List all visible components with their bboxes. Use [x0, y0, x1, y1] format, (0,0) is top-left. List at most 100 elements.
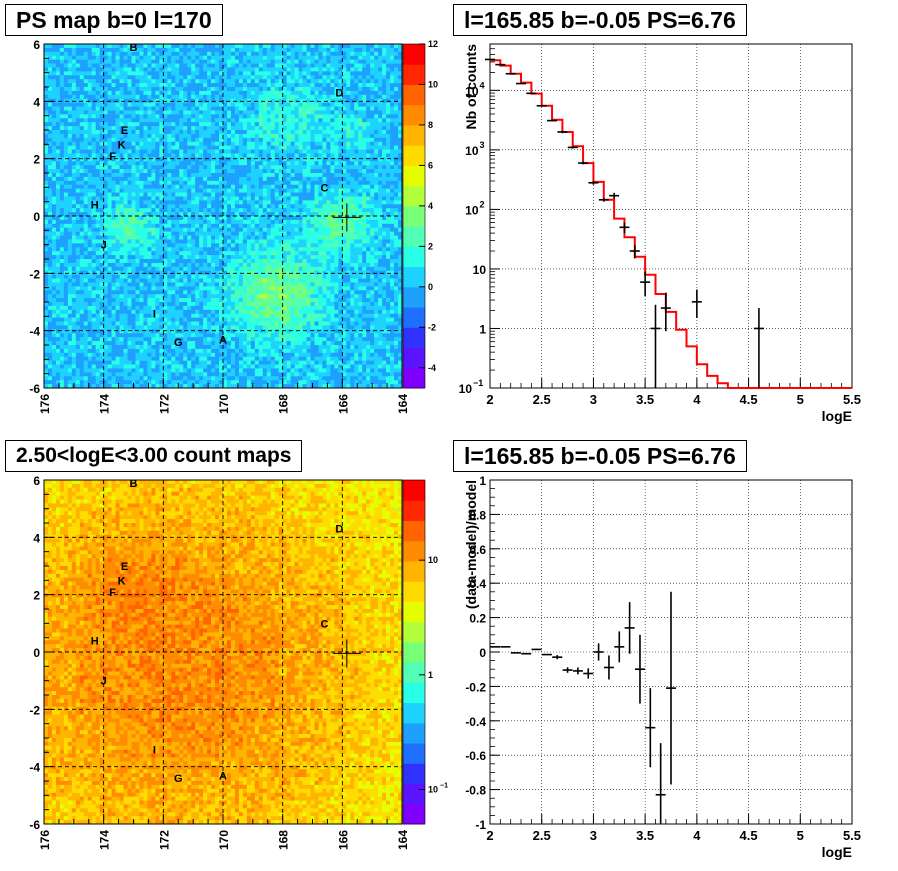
- heatmap-cell: [199, 243, 204, 248]
- heatmap-cell: [59, 337, 65, 342]
- heatmap-cell: [47, 360, 53, 365]
- heatmap-cell: [147, 90, 152, 96]
- heatmap-cell: [75, 145, 81, 150]
- heatmap-cell: [131, 219, 136, 225]
- heatmap-cell: [71, 126, 77, 131]
- heatmap-cell: [159, 180, 164, 186]
- heatmap-cell: [179, 169, 184, 174]
- heatmap-cell: [143, 126, 148, 131]
- heatmap-cell: [215, 231, 220, 236]
- heatmap-cell: [187, 75, 192, 80]
- heatmap-cell: [55, 313, 61, 318]
- heatmap-cell: [119, 305, 124, 311]
- heatmap-cell: [131, 184, 136, 189]
- heatmap-cell: [123, 372, 128, 377]
- heatmap-cell: [254, 239, 260, 244]
- heatmap-cell: [47, 364, 53, 369]
- heatmap-cell: [151, 298, 156, 303]
- heatmap-cell: [91, 173, 97, 178]
- heatmap-cell: [187, 180, 192, 186]
- heatmap-cell: [242, 79, 248, 84]
- heatmap-cell: [171, 79, 176, 84]
- heatmap-cell: [75, 106, 81, 111]
- heatmap-cell: [219, 216, 224, 221]
- heatmap-cell: [195, 216, 200, 221]
- heatmap-cell: [155, 360, 160, 365]
- heatmap-cell: [47, 106, 53, 111]
- heatmap-cell: [246, 313, 252, 318]
- heatmap-cell: [103, 83, 108, 88]
- heatmap-cell: [211, 192, 216, 197]
- heatmap-cell: [254, 71, 260, 76]
- heatmap-cell: [111, 274, 116, 279]
- heatmap-cell: [179, 114, 184, 119]
- heatmap-cell: [195, 294, 200, 299]
- heatmap-cell: [95, 63, 100, 68]
- heatmap-cell: [179, 192, 184, 197]
- heatmap-cell: [103, 227, 108, 232]
- heatmap-cell: [59, 309, 65, 315]
- heatmap-cell: [211, 63, 216, 68]
- heatmap-cell: [135, 216, 140, 221]
- heatmap-cell: [151, 180, 156, 186]
- heatmap-cell: [254, 169, 260, 174]
- heatmap-cell: [139, 294, 144, 299]
- heatmap-cell: [195, 251, 200, 256]
- heatmap-cell: [79, 114, 85, 119]
- heatmap-cell: [183, 266, 188, 272]
- heatmap-cell: [203, 98, 208, 103]
- heatmap-cell: [55, 173, 61, 178]
- heatmap-cell: [127, 83, 132, 88]
- heatmap-cell: [131, 126, 136, 131]
- heatmap-cell: [79, 83, 85, 88]
- heatmap-cell: [95, 90, 100, 96]
- heatmap-cell: [87, 337, 93, 342]
- heatmap-cell: [131, 98, 136, 103]
- heatmap-cell: [191, 302, 196, 307]
- heatmap-cell: [79, 364, 85, 369]
- heatmap-cell: [203, 161, 208, 166]
- heatmap-cell: [195, 345, 200, 350]
- heatmap-cell: [155, 157, 160, 162]
- heatmap-cell: [230, 83, 236, 88]
- heatmap-cell: [47, 44, 53, 49]
- heatmap-cell: [159, 157, 164, 162]
- heatmap-cell: [183, 337, 188, 342]
- heatmap-cell: [135, 364, 140, 369]
- heatmap-cell: [59, 98, 65, 103]
- heatmap-cell: [139, 184, 144, 189]
- heatmap-cell: [135, 219, 140, 225]
- heatmap-cell: [151, 145, 156, 150]
- heatmap-cell: [175, 79, 180, 84]
- heatmap-cell: [246, 216, 252, 221]
- heatmap-cell: [207, 376, 212, 381]
- heatmap-cell: [44, 216, 49, 221]
- heatmap-cell: [135, 282, 140, 287]
- heatmap-cell: [143, 286, 148, 291]
- heatmap-cell: [123, 196, 128, 201]
- heatmap-cell: [123, 87, 128, 92]
- heatmap-cell: [44, 94, 49, 100]
- heatmap-cell: [123, 231, 128, 236]
- heatmap-cell: [135, 196, 140, 201]
- heatmap-cell: [171, 110, 176, 115]
- heatmap-cell: [47, 309, 53, 315]
- heatmap-cell: [75, 364, 81, 369]
- heatmap-cell: [95, 376, 100, 381]
- heatmap-cell: [115, 130, 120, 135]
- heatmap-cell: [115, 44, 120, 49]
- heatmap-cell: [44, 188, 49, 193]
- heatmap-cell: [167, 180, 172, 186]
- heatmap-cell: [254, 298, 260, 303]
- heatmap-cell: [143, 184, 148, 189]
- heatmap-cell: [242, 251, 248, 256]
- heatmap-cell: [59, 282, 65, 287]
- heatmap-cell: [246, 384, 252, 389]
- heatmap-cell: [51, 44, 57, 49]
- heatmap-cell: [44, 325, 49, 330]
- heatmap-cell: [246, 59, 252, 64]
- heatmap-cell: [250, 165, 256, 170]
- heatmap-cell: [63, 227, 69, 232]
- heatmap-cell: [51, 208, 57, 213]
- heatmap-cell: [55, 329, 61, 334]
